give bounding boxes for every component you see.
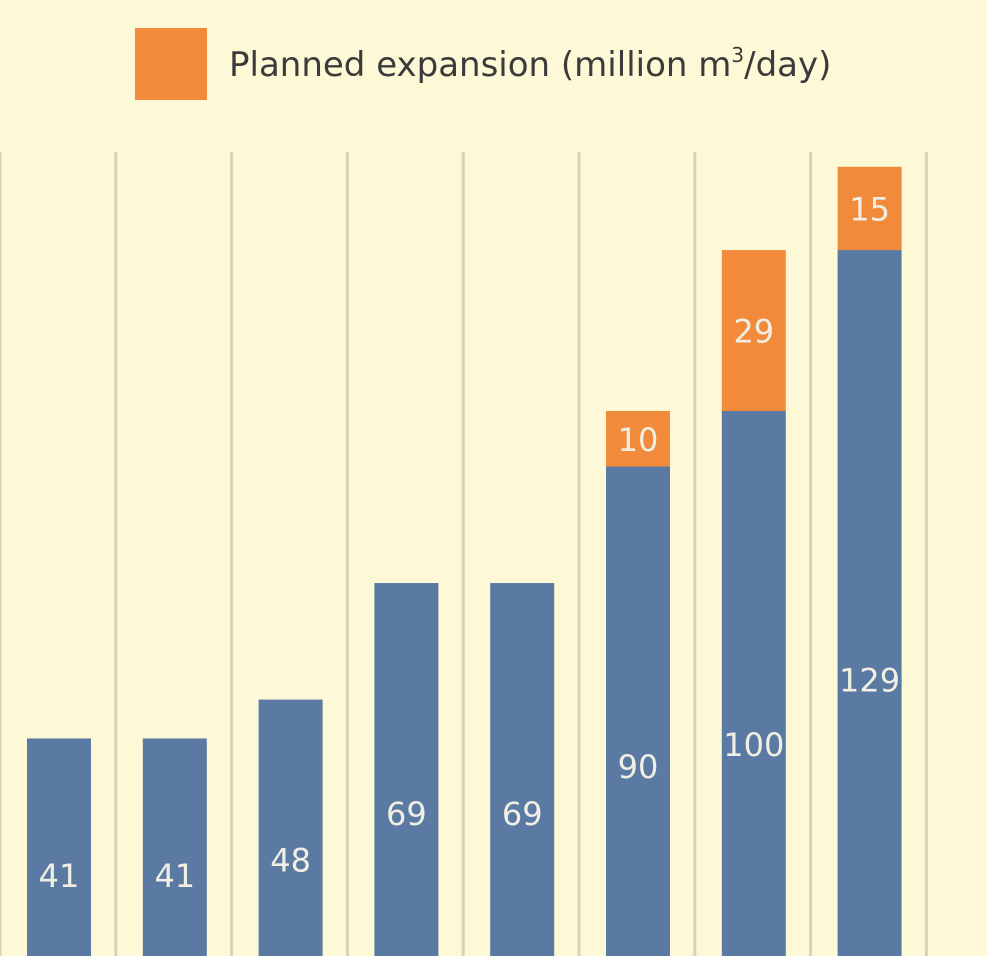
bar-label-existing-2: 48 — [270, 841, 311, 879]
bar-label-planned-5: 10 — [618, 421, 659, 459]
bar-existing-7 — [837, 250, 902, 956]
bar-existing-4 — [490, 583, 555, 956]
bar-label-existing-4: 69 — [502, 795, 543, 833]
bar-label-existing-0: 41 — [39, 857, 80, 895]
bar-label-existing-7: 129 — [839, 662, 900, 700]
bar-existing-0 — [27, 738, 91, 956]
legend: Planned expansion (million m3/day) — [135, 28, 831, 100]
bar-existing-2 — [258, 699, 323, 956]
bar-planned-5 — [606, 411, 670, 467]
bar-label-existing-5: 90 — [618, 748, 659, 786]
bar-label-existing-6: 100 — [723, 726, 784, 764]
bar-label-existing-3: 69 — [386, 795, 427, 833]
bar-planned-6 — [721, 250, 786, 411]
legend-swatch-planned-expansion — [135, 28, 207, 100]
legend-label-planned-expansion: Planned expansion (million m3/day) — [229, 43, 832, 85]
gridlines — [0, 152, 928, 956]
bars: 41 41 48 69 69 90 10 100 29 129 15 — [27, 166, 902, 956]
bar-label-planned-7: 15 — [849, 190, 890, 228]
bar-label-existing-1: 41 — [154, 857, 195, 895]
bar-existing-3 — [374, 583, 439, 956]
bar-existing-6 — [721, 411, 786, 956]
bar-planned-7 — [837, 166, 902, 251]
bar-existing-1 — [142, 738, 207, 956]
bar-label-planned-6: 29 — [733, 313, 774, 351]
bar-existing-5 — [606, 466, 670, 956]
